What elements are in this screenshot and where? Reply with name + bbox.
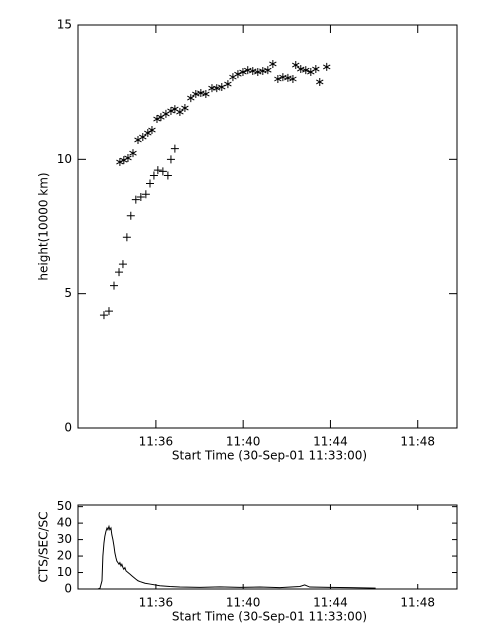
marker bbox=[126, 211, 135, 220]
marker bbox=[213, 84, 221, 93]
marker bbox=[187, 94, 195, 103]
marker bbox=[115, 268, 124, 277]
y-tick-label: 5 bbox=[64, 286, 72, 300]
marker bbox=[129, 149, 137, 158]
x-tick-label: 11:36 bbox=[139, 435, 174, 449]
marker bbox=[197, 88, 205, 97]
marker bbox=[229, 73, 237, 82]
marker bbox=[297, 65, 305, 74]
marker bbox=[176, 108, 184, 117]
marker bbox=[104, 307, 113, 316]
y-tick-label: 30 bbox=[57, 532, 72, 546]
marker bbox=[99, 311, 108, 320]
marker bbox=[131, 195, 140, 204]
marker bbox=[239, 68, 247, 77]
marker bbox=[316, 77, 324, 86]
x-axis-label: Start Time (30-Sep-01 11:33:00) bbox=[172, 449, 367, 463]
y-axis-label: height(10000 km) bbox=[37, 172, 51, 280]
light-curve bbox=[97, 524, 376, 590]
x-tick-label: 11:44 bbox=[313, 596, 348, 610]
marker bbox=[244, 66, 252, 75]
marker bbox=[162, 109, 170, 118]
marker bbox=[124, 153, 132, 162]
marker bbox=[264, 66, 272, 75]
marker bbox=[274, 75, 282, 84]
x-tick-label: 11:48 bbox=[400, 596, 435, 610]
y-tick-label: 20 bbox=[57, 549, 72, 563]
marker bbox=[269, 59, 277, 68]
marker bbox=[234, 70, 242, 79]
y-tick-label: 15 bbox=[57, 18, 72, 32]
marker bbox=[192, 90, 200, 99]
x-tick-label: 11:36 bbox=[139, 596, 174, 610]
marker bbox=[146, 179, 155, 188]
marker bbox=[279, 73, 287, 82]
marker bbox=[170, 144, 179, 153]
axis-box bbox=[77, 24, 458, 429]
marker bbox=[323, 62, 331, 71]
marker bbox=[149, 171, 158, 180]
y-tick-label: 0 bbox=[64, 421, 72, 435]
y-axis-label: CTS/SEC/SC bbox=[37, 512, 51, 583]
marker bbox=[163, 171, 172, 180]
x-tick-label: 11:44 bbox=[313, 435, 348, 449]
marker bbox=[181, 104, 189, 113]
marker bbox=[254, 68, 262, 77]
marker bbox=[166, 155, 175, 164]
marker bbox=[302, 66, 310, 75]
marker bbox=[139, 133, 147, 142]
y-tick-label: 50 bbox=[57, 499, 72, 513]
marker bbox=[122, 233, 131, 242]
axis-box bbox=[77, 504, 458, 590]
x-tick-label: 11:40 bbox=[226, 435, 261, 449]
marker bbox=[284, 73, 292, 82]
marker bbox=[289, 75, 297, 84]
marker bbox=[249, 66, 257, 75]
y-tick-label: 40 bbox=[57, 516, 72, 530]
marker bbox=[110, 281, 119, 290]
marker bbox=[312, 65, 320, 74]
marker bbox=[141, 190, 150, 199]
y-tick-label: 10 bbox=[57, 565, 72, 579]
marker bbox=[218, 83, 226, 92]
marker bbox=[158, 167, 167, 176]
y-tick-label: 10 bbox=[57, 152, 72, 166]
marker bbox=[134, 135, 142, 144]
marker bbox=[208, 84, 216, 93]
x-axis-label: Start Time (30-Sep-01 11:33:00) bbox=[172, 610, 367, 624]
marker bbox=[153, 166, 162, 175]
marker bbox=[148, 126, 156, 135]
marker bbox=[224, 80, 232, 89]
x-tick-label: 11:40 bbox=[226, 596, 261, 610]
marker bbox=[292, 61, 300, 70]
marker bbox=[118, 260, 127, 269]
y-tick-label: 0 bbox=[64, 582, 72, 596]
marker bbox=[136, 192, 145, 201]
marker bbox=[259, 66, 267, 75]
marker bbox=[202, 90, 210, 99]
x-tick-label: 11:48 bbox=[400, 435, 435, 449]
